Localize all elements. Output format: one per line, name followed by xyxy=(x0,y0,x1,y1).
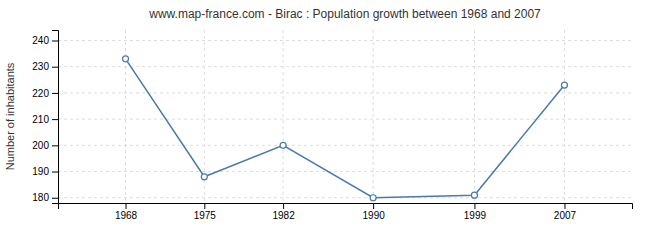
y-tick-label: 190 xyxy=(32,166,49,177)
x-tick-label: 1982 xyxy=(272,210,295,221)
y-tick-mark xyxy=(52,145,58,146)
x-tick: 1975 xyxy=(194,203,217,221)
point xyxy=(471,192,477,198)
y-axis-line xyxy=(52,31,59,204)
plot: 1968 1975 1982 1990 1999 2007 180 190 200 210 220 2… xyxy=(32,30,632,221)
x-tick-mark xyxy=(474,203,475,209)
y-tick-mark xyxy=(52,198,58,199)
point xyxy=(561,82,567,88)
y-tick-label: 220 xyxy=(32,88,49,99)
x-tick-label: 1999 xyxy=(464,210,487,221)
x-tick-mark xyxy=(283,203,284,209)
x-tick-label: 1968 xyxy=(115,210,138,221)
y-grid-line xyxy=(58,145,632,146)
y-tick: 240 xyxy=(32,35,58,46)
y-tick: 180 xyxy=(32,192,58,203)
x-tick: 1968 xyxy=(115,203,138,221)
x-tick-label: 2007 xyxy=(554,210,577,221)
x-tick-mark xyxy=(204,203,205,209)
y-tick-label: 210 xyxy=(32,114,49,125)
point xyxy=(280,142,286,148)
x-grid-line xyxy=(373,30,374,203)
y-tick-mark xyxy=(52,172,58,173)
x-tick-label: 1990 xyxy=(363,210,386,221)
series xyxy=(123,56,568,201)
x-axis-line xyxy=(59,204,633,210)
line xyxy=(126,59,565,198)
y-tick: 230 xyxy=(32,61,58,72)
y-tick-mark xyxy=(52,40,58,41)
x-tick: 1990 xyxy=(363,203,386,221)
x-tick-label: 1975 xyxy=(194,210,217,221)
chart: 1968 1975 1982 1990 1999 2007 180 190 200 210 220 2… xyxy=(0,0,650,229)
y-grid-line xyxy=(58,92,632,93)
x-tick: 2007 xyxy=(554,203,577,221)
y-tick-mark xyxy=(52,93,58,94)
x-grid-line xyxy=(564,30,565,203)
x-tick-mark xyxy=(126,203,127,209)
y-tick-label: 200 xyxy=(32,140,49,151)
y-tick: 220 xyxy=(32,88,58,99)
title: www.map-france.com - Birac : Population … xyxy=(148,7,541,21)
y-tick-label: 230 xyxy=(32,61,49,72)
y-grid-line xyxy=(58,171,632,172)
x-tick: 1999 xyxy=(464,203,487,221)
x-tick: 1982 xyxy=(272,203,295,221)
x-axis: 1968 1975 1982 1990 1999 2007 xyxy=(59,203,633,221)
y-tick-label: 180 xyxy=(32,192,49,203)
point xyxy=(201,174,207,180)
y-grid-line xyxy=(58,119,632,120)
x-tick-mark xyxy=(373,203,374,209)
x-grid-line xyxy=(283,30,284,203)
y-tick-mark xyxy=(52,119,58,120)
y-grid-line xyxy=(58,197,632,198)
grid xyxy=(58,30,632,203)
y-tick-mark xyxy=(52,67,58,68)
x-grid-line xyxy=(474,30,475,203)
y-tick: 190 xyxy=(32,166,58,177)
y-tick-label: 240 xyxy=(32,35,49,46)
y-tick: 210 xyxy=(32,114,58,125)
y-tick: 200 xyxy=(32,140,58,151)
y-axis: 180 190 200 210 220 230 240 xyxy=(32,31,58,204)
point xyxy=(123,56,129,62)
y-axis-title: Number of inhabitants xyxy=(4,62,16,170)
y-grid-line xyxy=(58,40,632,41)
x-tick-mark xyxy=(564,203,565,209)
y-grid-line xyxy=(58,66,632,67)
point xyxy=(370,195,376,201)
